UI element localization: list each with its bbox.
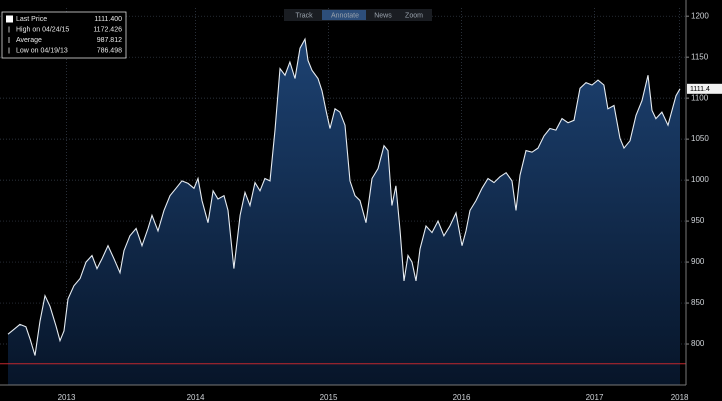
area-fill (8, 39, 680, 385)
legend-swatch (6, 15, 13, 23)
toolbar-button[interactable]: Track (295, 12, 313, 19)
toolbar-button[interactable]: News (374, 12, 392, 19)
legend-label: Low on 04/19/13 (16, 47, 68, 54)
y-tick-label: 1050 (691, 134, 709, 143)
legend-value: 1111.400 (94, 16, 122, 23)
last-price-tag (687, 83, 722, 94)
x-tick-label: 2018 (671, 393, 689, 401)
toolbar-active[interactable] (322, 10, 366, 20)
x-tick-label: 2013 (58, 393, 76, 401)
last-price-label: 1111.4 (690, 86, 710, 93)
toolbar: Track Annotate News Zoom (284, 9, 432, 21)
x-tick-label: 2017 (586, 393, 604, 401)
toolbar-button[interactable]: Annotate (331, 12, 359, 19)
legend-label: Average (16, 37, 42, 44)
legend-value: 987.812 (97, 37, 122, 44)
legend-value: 786.498 (97, 47, 122, 54)
x-tick-label: 2015 (320, 393, 338, 401)
price-line (7, 37, 681, 356)
toolbar-button[interactable]: Zoom (405, 12, 423, 19)
y-tick-label: 850 (691, 298, 705, 307)
legend-value: 1172.426 (93, 26, 122, 33)
y-tick-label: 1100 (691, 93, 709, 102)
x-tick-label: 2016 (453, 393, 471, 401)
legend-label: High on 04/24/15 (16, 26, 69, 33)
legend-box (1, 11, 127, 59)
x-tick-label: 2014 (187, 393, 205, 401)
y-tick-label: 900 (691, 257, 705, 266)
legend-label: Last Price (16, 16, 47, 23)
stats-legend: Last Price 1111.400 High on 04/24/15 1172.4… (1, 11, 127, 59)
y-tick-label: 800 (691, 339, 705, 348)
y-tick-label: 1000 (691, 175, 709, 184)
y-tick-label: 1200 (691, 11, 709, 20)
y-tick-label: 1150 (691, 52, 709, 61)
y-tick-label: 950 (691, 216, 705, 225)
